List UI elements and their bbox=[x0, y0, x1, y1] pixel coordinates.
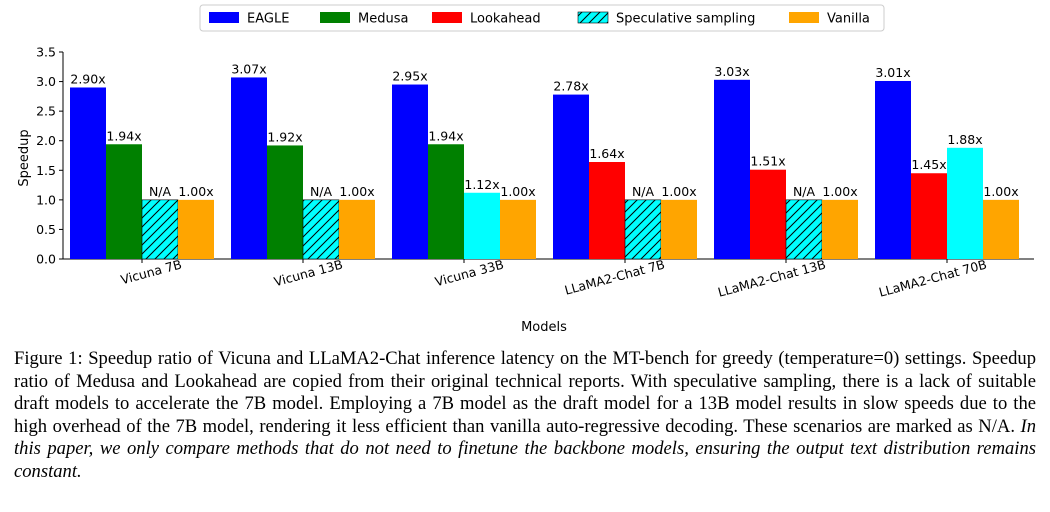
bar bbox=[106, 144, 142, 259]
y-tick-label: 1.5 bbox=[36, 163, 56, 178]
bar bbox=[624, 199, 662, 260]
x-tick-label: Vicuna 7B bbox=[119, 257, 183, 288]
legend-swatch bbox=[789, 12, 819, 23]
bar bbox=[141, 199, 179, 260]
bar-value-label: 2.95x bbox=[392, 69, 427, 84]
bar bbox=[750, 169, 786, 259]
plot-area: 0.0 0.5 1.0 1.5 2.0 2.5 3.0 3.5 2.90x 1.94x N/A 1.0… bbox=[36, 45, 1034, 300]
bar bbox=[178, 199, 214, 259]
bar bbox=[428, 144, 464, 259]
x-tick-label: Vicuna 13B bbox=[272, 257, 344, 290]
y-tick-label: 3.5 bbox=[36, 45, 56, 60]
bar-value-label: 1.00x bbox=[983, 184, 1018, 199]
bar-value-label: 1.92x bbox=[267, 129, 302, 144]
bar-value-label: 1.45x bbox=[911, 157, 946, 172]
bar bbox=[983, 199, 1019, 259]
bar-value-label: N/A bbox=[793, 184, 816, 199]
bar bbox=[661, 199, 697, 259]
bar bbox=[553, 94, 589, 259]
bar bbox=[70, 87, 106, 259]
bar-value-label: 1.94x bbox=[106, 128, 141, 143]
bar-value-label: 3.01x bbox=[875, 65, 910, 80]
bar bbox=[911, 173, 947, 259]
bar-value-label: 1.64x bbox=[589, 146, 624, 161]
bar bbox=[267, 145, 303, 259]
bar bbox=[714, 79, 750, 259]
y-tick-label: 2.5 bbox=[36, 104, 56, 119]
y-axis-label: Speedup bbox=[17, 129, 32, 186]
bar-value-label: N/A bbox=[632, 184, 655, 199]
bar bbox=[231, 77, 267, 259]
legend-swatch bbox=[577, 11, 609, 24]
bar bbox=[500, 199, 536, 259]
legend-label: EAGLE bbox=[247, 12, 289, 27]
bar-value-label: 2.78x bbox=[553, 79, 588, 94]
x-tick-label: Vicuna 33B bbox=[433, 257, 505, 290]
legend-label: Vanilla bbox=[827, 12, 870, 27]
chart-legend: EAGLE Medusa Lookahead Speculative sampling… bbox=[199, 4, 885, 32]
legend-swatch bbox=[432, 12, 462, 23]
bar bbox=[464, 192, 500, 259]
bar-value-label: N/A bbox=[149, 184, 172, 199]
bar-value-label: 3.03x bbox=[714, 64, 749, 79]
legend-label: Speculative sampling bbox=[616, 12, 755, 27]
bar-value-label: 1.12x bbox=[464, 177, 499, 192]
legend-label: Lookahead bbox=[470, 12, 541, 27]
figure-caption: Figure 1: Speedup ratio of Vicuna and LL… bbox=[14, 348, 1036, 483]
legend-label: Medusa bbox=[358, 12, 408, 27]
bar bbox=[947, 147, 983, 259]
bar bbox=[339, 199, 375, 259]
bar-value-label: 1.00x bbox=[178, 184, 213, 199]
bar-value-label: 1.00x bbox=[500, 184, 535, 199]
legend-swatch bbox=[209, 12, 239, 23]
y-tick-label: 0.0 bbox=[36, 252, 56, 267]
speedup-bar-chart: EAGLE Medusa Lookahead Speculative sampling… bbox=[17, 4, 1034, 335]
y-tick-label: 3.0 bbox=[36, 74, 56, 89]
x-axis-label: Models bbox=[521, 320, 567, 335]
bar bbox=[875, 80, 911, 259]
caption-text: Figure 1: Speedup ratio of Vicuna and LL… bbox=[14, 348, 1036, 437]
y-tick-label: 0.5 bbox=[36, 222, 56, 237]
legend-frame bbox=[199, 4, 885, 32]
x-tick-label: LLaMA2-Chat 7B bbox=[563, 257, 666, 298]
x-tick-label: LLaMA2-Chat 70B bbox=[877, 257, 988, 300]
bar-value-label: 2.90x bbox=[70, 71, 105, 86]
bar-value-label: 1.00x bbox=[822, 184, 857, 199]
y-tick-label: 1.0 bbox=[36, 192, 56, 207]
bar bbox=[822, 199, 858, 259]
bar-value-label: 1.51x bbox=[750, 154, 785, 169]
x-tick-label: LLaMA2-Chat 13B bbox=[716, 257, 827, 300]
legend-swatch bbox=[320, 12, 350, 23]
bar-value-label: 3.07x bbox=[231, 61, 266, 76]
bar bbox=[589, 162, 625, 259]
bar-value-label: 1.00x bbox=[661, 184, 696, 199]
bar bbox=[302, 199, 340, 260]
y-tick-label: 2.0 bbox=[36, 133, 56, 148]
bar-value-label: 1.88x bbox=[947, 132, 982, 147]
bar bbox=[785, 199, 823, 260]
bar-value-label: 1.00x bbox=[339, 184, 374, 199]
bar-value-label: N/A bbox=[310, 184, 333, 199]
bar bbox=[392, 84, 428, 260]
bar-value-label: 1.94x bbox=[428, 128, 463, 143]
caption-italic-text: In this paper, we only compare methods t… bbox=[14, 415, 1036, 482]
